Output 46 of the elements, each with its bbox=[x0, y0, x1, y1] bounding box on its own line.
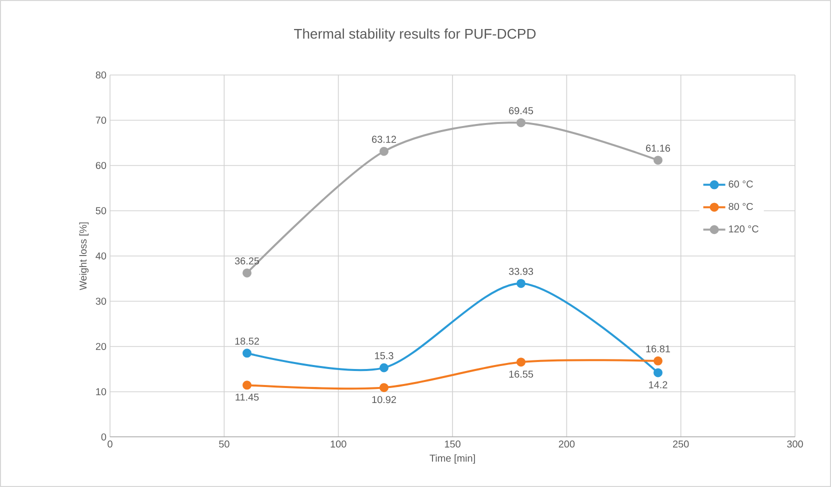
y-axis-title: Weight loss [%] bbox=[79, 222, 89, 290]
point bbox=[516, 118, 526, 128]
data-label: 16.55 bbox=[509, 370, 534, 378]
point bbox=[242, 348, 252, 358]
data-label: 61.16 bbox=[646, 144, 670, 152]
data-label: 18.52 bbox=[235, 338, 259, 345]
point bbox=[380, 146, 389, 156]
point bbox=[242, 380, 252, 390]
y-tick-label: 80 bbox=[96, 71, 106, 79]
y-tick-label: 10 bbox=[96, 388, 106, 396]
x-tick-label: 200 bbox=[558, 440, 575, 448]
point bbox=[654, 156, 663, 165]
y-tick-label: 20 bbox=[96, 342, 106, 350]
chart-title: Thermal stability results for PUF-DCPD bbox=[294, 28, 536, 42]
data-label: 33.93 bbox=[508, 268, 534, 275]
data-label: 63.12 bbox=[372, 136, 396, 143]
y-tick-label: 70 bbox=[96, 116, 106, 124]
x-tick-label: 50 bbox=[219, 440, 230, 448]
x-tick-label: 250 bbox=[673, 440, 689, 448]
data-label: 11.45 bbox=[236, 394, 259, 401]
y-tick-label: 60 bbox=[96, 162, 106, 170]
y-tick-label: 0 bbox=[101, 433, 106, 441]
point bbox=[516, 358, 526, 367]
point bbox=[654, 356, 663, 366]
x-tick-label: 100 bbox=[330, 440, 346, 448]
data-label: 16.81 bbox=[646, 345, 670, 352]
legend-label: 60 °C bbox=[728, 180, 753, 188]
data-label: 10.92 bbox=[372, 396, 396, 404]
data-label: 15.3 bbox=[375, 352, 394, 360]
point bbox=[380, 363, 389, 372]
data-label: 14.2 bbox=[649, 381, 668, 388]
legend-label: 80 °C bbox=[728, 202, 753, 210]
data-label: 36.25 bbox=[234, 257, 260, 264]
data-label: 69.45 bbox=[509, 107, 534, 114]
point bbox=[242, 268, 252, 278]
x-axis-title: Time [min] bbox=[430, 454, 475, 464]
x-tick-label: 300 bbox=[787, 440, 803, 448]
y-tick-label: 40 bbox=[96, 252, 106, 260]
x-tick-label: 150 bbox=[444, 440, 460, 448]
point bbox=[380, 383, 389, 392]
point bbox=[516, 278, 526, 288]
point bbox=[654, 368, 663, 378]
y-tick-label: 50 bbox=[96, 207, 106, 214]
legend-label: 120 °C bbox=[729, 225, 758, 232]
x-tick-label: 0 bbox=[108, 440, 112, 448]
y-tick-label: 30 bbox=[96, 298, 106, 305]
